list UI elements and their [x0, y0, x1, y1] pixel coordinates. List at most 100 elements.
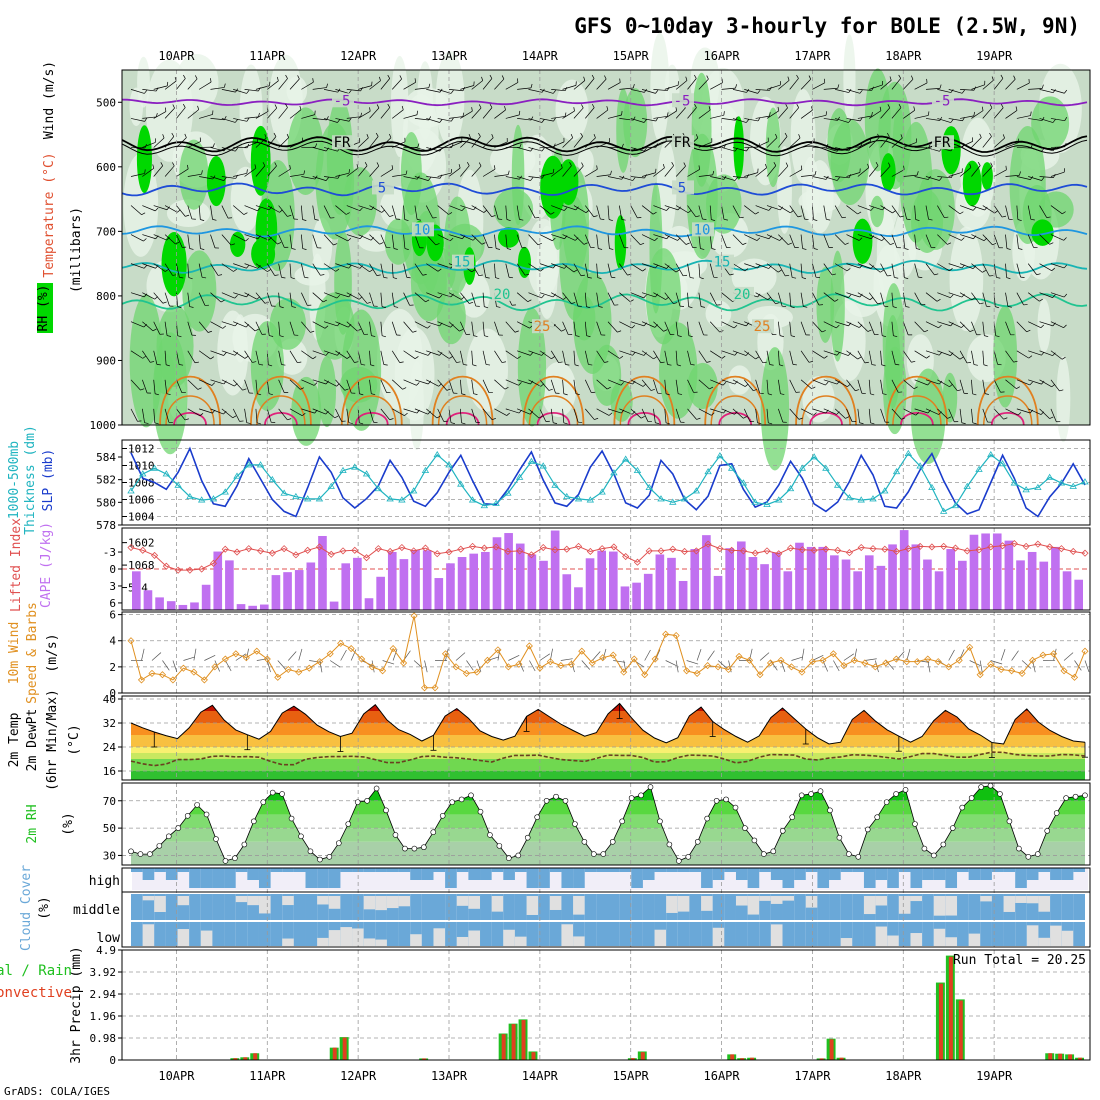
wind-barb: [630, 263, 643, 272]
rh-marker: [298, 833, 304, 840]
wind-barb: [800, 142, 815, 148]
isotherm-warm: [159, 375, 221, 426]
wind-barb-flag: [414, 356, 419, 360]
wind-barb: [199, 114, 213, 119]
wind-barb: [414, 87, 429, 90]
wind-barb-flag: [928, 144, 931, 149]
cloud-low-bar: [829, 922, 841, 946]
wind-barb: [335, 408, 342, 422]
rh-marker: [864, 826, 871, 833]
wind-barb-flag: [798, 134, 801, 139]
wind-barb-flag: [867, 163, 870, 168]
wind-barb-flag: [870, 207, 874, 211]
precip-convective-bar: [1078, 1057, 1083, 1060]
cloud-unit-label: (%): [37, 896, 52, 919]
wind-barb-flag: [892, 306, 897, 309]
wind-barb: [619, 292, 631, 302]
wind-barb: [448, 234, 463, 240]
wind-barb: [391, 350, 400, 363]
wind-barb-flag: [591, 74, 595, 79]
wind-barb: [517, 118, 532, 121]
wind-barb: [164, 234, 176, 245]
wind-barb: [721, 205, 725, 220]
wind-barb: [335, 321, 349, 328]
wind-barb: [573, 80, 586, 90]
wind-speed-marker: [148, 669, 156, 677]
wind-barb-flag: [427, 411, 431, 415]
wind-barb-flag: [957, 389, 962, 392]
wind-barb-flag: [882, 393, 887, 395]
wind-speed-marker: [871, 663, 879, 671]
rh-marker: [326, 853, 333, 860]
wind-speed-marker: [651, 655, 659, 663]
rh-moist-patch: [892, 106, 905, 183]
wind-barb: [1050, 234, 1064, 241]
wind-barb-flag: [166, 206, 170, 210]
wind-barb: [937, 205, 945, 218]
li-marker: [975, 546, 983, 554]
wind-barb: [221, 89, 236, 93]
wind-barb-10m: [686, 660, 699, 665]
wind-barb: [187, 78, 198, 90]
cape-bar: [236, 604, 246, 610]
wind-barb-flag: [755, 356, 760, 360]
wind-barb-flag: [700, 306, 706, 308]
cloud-layer-label: high: [89, 874, 120, 889]
footer-credit: GrADS: COLA/IGES: [4, 1085, 110, 1098]
wind-barb-10m: [843, 653, 855, 661]
wind-barb-flag: [564, 207, 568, 211]
wind-barb: [755, 205, 769, 211]
wind-barb-flag: [619, 78, 621, 83]
cloud-middle-bar: [922, 894, 934, 920]
wind-barb: [789, 107, 799, 119]
wind-barb-flag: [473, 393, 478, 395]
wind-barb: [937, 176, 952, 179]
cloud-low-bar: [270, 922, 283, 946]
wind-barb: [426, 263, 439, 272]
wind-barb: [392, 408, 405, 416]
wind-barb: [641, 89, 656, 94]
wind-barb: [267, 136, 277, 148]
wind-barb-flag: [530, 352, 534, 356]
isotherm-label: 20: [734, 287, 751, 303]
cloud-low-bar: [549, 922, 562, 946]
wind-barb-flag: [678, 393, 683, 395]
ytick-label: 1000: [90, 419, 117, 432]
date-label-top: 16APR: [704, 49, 741, 63]
wind-barb-flag: [779, 364, 784, 367]
rh-marker: [657, 818, 663, 825]
cape-bar: [166, 601, 176, 610]
wind-barb-flag: [1040, 324, 1045, 328]
wind-barb-flag: [246, 293, 250, 298]
cloud-middle-gap: [910, 896, 923, 902]
precip-convective-bar: [948, 956, 953, 1060]
wind-barb: [698, 292, 702, 307]
wind-barb-flag: [675, 106, 677, 112]
wind-barb-flag: [564, 265, 568, 269]
wind-barb: [925, 350, 940, 356]
wind-barb-flag: [667, 364, 672, 366]
wind-barb-flag: [1059, 389, 1064, 392]
cloud-low-gap: [177, 929, 190, 946]
wind-barb: [221, 350, 236, 356]
wind-barb: [494, 263, 496, 278]
temp2m-unit-label: (°C): [67, 724, 82, 755]
cloud-middle-gap: [247, 896, 259, 906]
wind-speed-marker: [735, 652, 743, 660]
wind-barb: [153, 234, 167, 241]
wind-barb-flag: [790, 210, 794, 214]
wind-barb: [903, 174, 918, 177]
wind-barb: [835, 89, 849, 93]
wind-speed-marker: [913, 658, 921, 666]
date-label-bottom: 14APR: [522, 1069, 559, 1083]
wind-barb-flag: [530, 177, 534, 181]
cloud-high-bar: [759, 868, 771, 872]
wind-barb: [630, 350, 645, 356]
cloud-low-bar: [317, 922, 329, 946]
wind-barb-flag: [371, 335, 376, 337]
wind-barb: [698, 408, 712, 416]
wind-barb: [880, 408, 886, 423]
wind-barb: [732, 234, 743, 245]
wind-barb: [630, 118, 645, 123]
ytick-label-right: 1004: [128, 511, 155, 524]
